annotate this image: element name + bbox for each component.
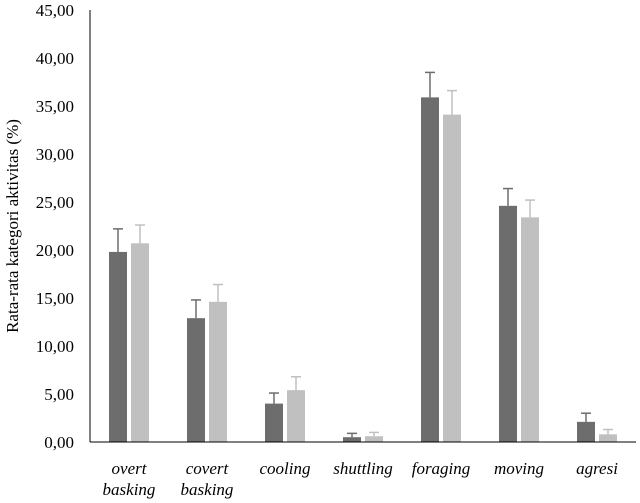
y-tick-label: 40,00 [36, 49, 74, 68]
bar-series-1 [265, 403, 283, 442]
y-tick-label: 25,00 [36, 193, 74, 212]
y-tick-label: 35,00 [36, 97, 74, 116]
x-category-label: overt [112, 459, 148, 478]
y-tick-label: 5,00 [44, 385, 74, 404]
bar-series-2 [131, 243, 149, 442]
x-category-label: shuttling [333, 459, 393, 478]
x-category-label: foraging [412, 459, 471, 478]
x-category-label: basking [181, 480, 234, 499]
bar-series-2 [599, 434, 617, 442]
bar-series-2 [287, 390, 305, 442]
bar-series-1 [577, 421, 595, 442]
y-tick-label: 15,00 [36, 289, 74, 308]
bar-series-1 [187, 318, 205, 442]
x-category-label: covert [186, 459, 230, 478]
x-category-label: moving [494, 459, 544, 478]
error-bars-layer [113, 71, 613, 438]
bar-series-2 [209, 301, 227, 442]
bar-series-2 [443, 114, 461, 442]
y-tick-label: 20,00 [36, 241, 74, 260]
bar-series-1 [421, 97, 439, 443]
x-category-label: agresi [576, 459, 618, 478]
y-axis-title: Rata-rata kategori aktivitas (%) [3, 119, 22, 333]
x-category-label: cooling [260, 459, 311, 478]
bars-layer [109, 97, 617, 443]
bar-series-2 [365, 436, 383, 442]
y-tick-labels: 0,00 5,00 10,00 15,00 20,00 25,00 30,00 35,00 40… [36, 1, 74, 452]
y-tick-label: 0,00 [44, 433, 74, 452]
x-category-label: basking [103, 480, 156, 499]
bar-series-1 [499, 205, 517, 442]
category-labels: overt basking covert basking cooling shuttlin… [103, 459, 619, 499]
bar-series-2 [521, 217, 539, 442]
bar-series-1 [109, 251, 127, 442]
y-tick-label: 30,00 [36, 145, 74, 164]
y-tick-label: 45,00 [36, 1, 74, 20]
bar-series-1 [343, 437, 361, 442]
y-tick-label: 10,00 [36, 337, 74, 356]
